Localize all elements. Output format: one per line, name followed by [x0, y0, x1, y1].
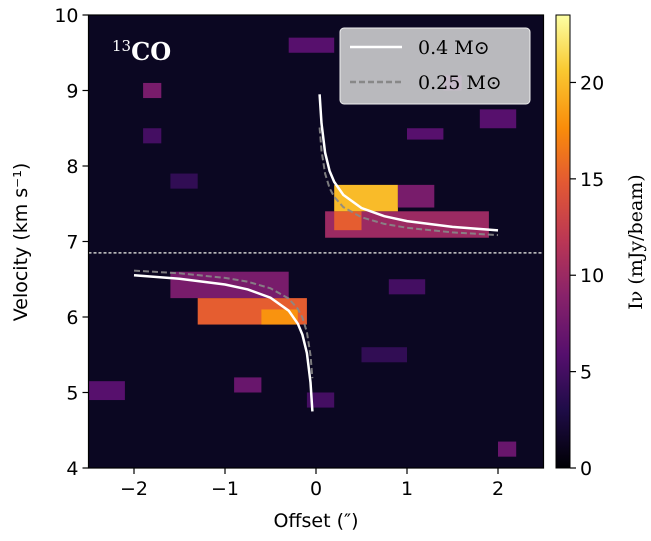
heatmap-cell	[334, 211, 362, 231]
colorbar-tick-label: 15	[580, 169, 604, 191]
heatmap-cell	[170, 173, 198, 189]
colorbar-label: Iν (mJy/beam)	[625, 174, 647, 309]
heatmap-cell	[361, 347, 407, 363]
molecule-label: 13CO	[112, 37, 171, 66]
heatmap-cell	[306, 392, 335, 408]
heatmap-cell	[288, 37, 335, 53]
y-axis-label: Velocity (km s⁻¹)	[10, 163, 32, 322]
y-tick-label: 5	[66, 383, 78, 405]
colorbar-tick-label: 20	[580, 72, 604, 94]
x-tick-label: 1	[401, 478, 413, 500]
heatmap-cell	[397, 184, 435, 208]
y-tick-label: 10	[54, 5, 78, 27]
molecule: CO	[131, 37, 171, 66]
heatmap-cell	[388, 279, 426, 295]
x-tick-label: −1	[211, 478, 239, 500]
y-tick-label: 8	[66, 156, 78, 178]
heatmap-cell	[88, 381, 125, 401]
colorbar-tick-label: 0	[580, 458, 592, 480]
x-axis-label: Offset (″)	[273, 510, 358, 532]
colorbar-tick-label: 10	[580, 265, 604, 287]
heatmap-cell	[479, 109, 517, 129]
colorbar-tick-label: 5	[580, 362, 592, 384]
y-tick-label: 4	[66, 458, 78, 480]
legend-label: 0.4 M⊙	[418, 37, 490, 59]
heatmap-cell	[234, 377, 262, 393]
heatmap-cell	[143, 128, 162, 144]
x-tick-label: 2	[492, 478, 504, 500]
legend-label: 0.25 M⊙	[418, 72, 502, 94]
y-tick-label: 6	[66, 307, 78, 329]
heatmap-cell	[498, 441, 517, 457]
model-curve	[133, 127, 499, 379]
model-curve	[133, 94, 499, 412]
heatmap-cell	[407, 128, 444, 140]
heatmap-cell	[143, 82, 162, 99]
isotope: 13	[112, 37, 131, 55]
heatmap-cell	[261, 309, 298, 325]
y-tick-label: 9	[66, 81, 78, 103]
x-tick-label: −2	[120, 478, 148, 500]
x-tick-label: 0	[310, 478, 322, 500]
colorbar	[555, 14, 571, 469]
y-tick-label: 7	[66, 232, 78, 254]
